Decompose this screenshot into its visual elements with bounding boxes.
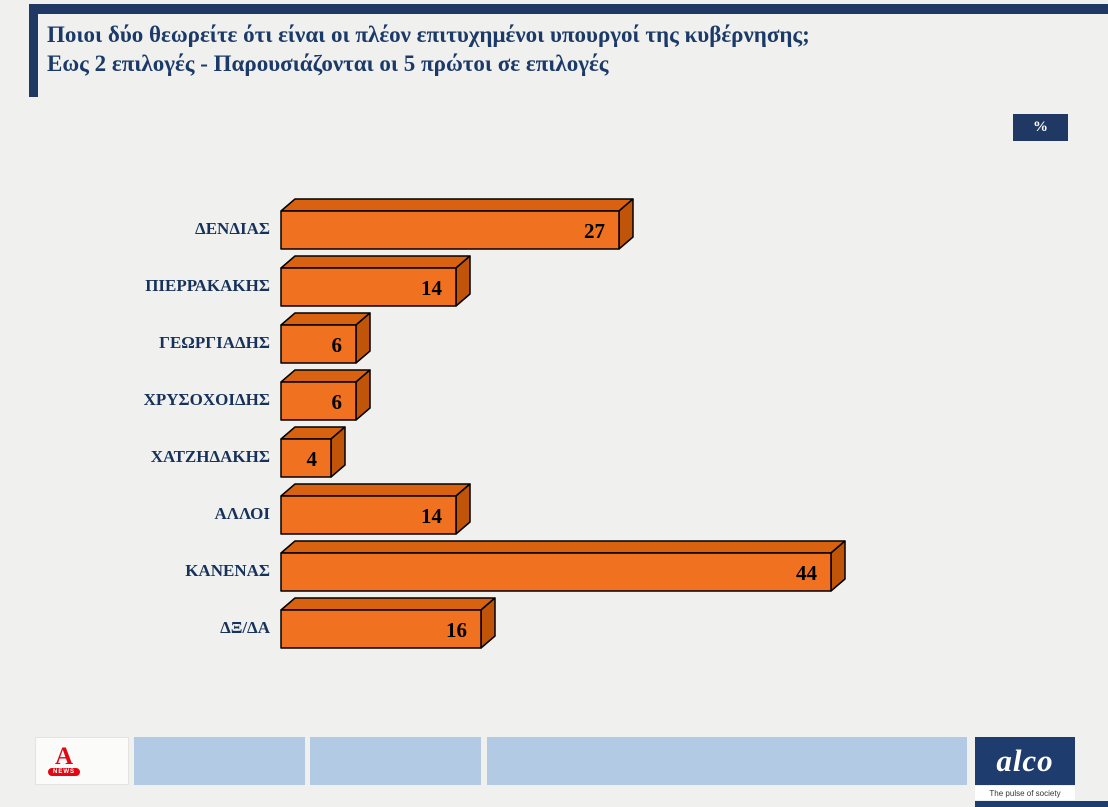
bar-label: ΓΕΩΡΓΙΑΔΗΣ bbox=[159, 333, 270, 352]
footer-alpha-news-box: A NEWS bbox=[35, 737, 129, 785]
bar: 14 bbox=[280, 255, 471, 307]
page-title: Ποιοι δύο θεωρείτε ότι είναι οι πλέον επ… bbox=[47, 20, 1077, 78]
alco-logo: alco bbox=[996, 743, 1054, 778]
chart-row: ΠΙΕΡΡΑΚΑΚΗΣ 14 bbox=[35, 255, 847, 308]
alco-logo-box: alco bbox=[975, 737, 1075, 785]
chart-row: ΑΛΛΟΙ 14 bbox=[35, 483, 847, 536]
bar-label: ΑΛΛΟΙ bbox=[214, 504, 271, 523]
bar-value: 27 bbox=[584, 219, 605, 243]
alpha-logo-news-label: NEWS bbox=[48, 767, 80, 776]
bar-value: 14 bbox=[421, 504, 443, 528]
bar-value: 44 bbox=[796, 561, 818, 585]
unit-badge: % bbox=[1013, 114, 1068, 141]
title-accent-top-bar bbox=[35, 4, 1108, 14]
title-line-1: Ποιοι δύο θεωρείτε ότι είναι οι πλέον επ… bbox=[47, 22, 810, 47]
chart-row: ΧΑΤΖΗΔΑΚΗΣ 4 bbox=[35, 426, 847, 479]
bar-value: 4 bbox=[307, 447, 318, 471]
bar: 6 bbox=[280, 369, 371, 421]
chart-row: ΚΑΝΕΝΑΣ 44 bbox=[35, 540, 847, 593]
title-accent-left-bar bbox=[29, 4, 38, 97]
bar-label: ΧΑΤΖΗΔΑΚΗΣ bbox=[150, 447, 270, 466]
alco-tagline: The pulse of society bbox=[975, 786, 1075, 800]
chart-row: ΧΡΥΣΟΧΟΙΔΗΣ 6 bbox=[35, 369, 847, 422]
bar-value: 16 bbox=[446, 618, 467, 642]
chart-row: ΔΕΝΔΙΑΣ 27 bbox=[35, 198, 847, 251]
bar: 14 bbox=[280, 483, 471, 535]
footer-decorative-bar-2 bbox=[310, 737, 481, 785]
footer-decorative-bar-1 bbox=[134, 737, 305, 785]
chart-row: ΔΞ/ΔΑ 16 bbox=[35, 597, 847, 650]
bar-value: 6 bbox=[332, 390, 343, 414]
bar-label: ΔΕΝΔΙΑΣ bbox=[195, 219, 270, 238]
alpha-logo-letter: A bbox=[54, 742, 74, 770]
bar-label: ΧΡΥΣΟΧΟΙΔΗΣ bbox=[143, 390, 270, 409]
bar-label: ΔΞ/ΔΑ bbox=[220, 618, 270, 637]
title-line-2: Εως 2 επιλογές - Παρουσιάζονται οι 5 πρώ… bbox=[47, 51, 609, 76]
bar: 4 bbox=[280, 426, 346, 478]
chart-row: ΓΕΩΡΓΙΑΔΗΣ 6 bbox=[35, 312, 847, 365]
bar-label: ΠΙΕΡΡΑΚΑΚΗΣ bbox=[145, 276, 270, 295]
bar: 27 bbox=[280, 198, 634, 250]
bar: 16 bbox=[280, 597, 496, 649]
alco-accent-strip bbox=[975, 801, 1108, 807]
bar-value: 6 bbox=[332, 333, 343, 357]
alpha-news-logo: A NEWS bbox=[48, 742, 80, 776]
bar-chart: ΔΕΝΔΙΑΣ 27 ΠΙΕΡΡΑΚΑΚΗΣ 14 ΓΕΩΡΓΙΑΔΗΣ 6 ΧΡΥΣΟΧΟ… bbox=[35, 198, 847, 654]
bar-value: 14 bbox=[421, 276, 443, 300]
footer-decorative-bar-3 bbox=[487, 737, 967, 785]
bar-label: ΚΑΝΕΝΑΣ bbox=[185, 561, 270, 580]
bar: 44 bbox=[280, 540, 846, 592]
bar: 6 bbox=[280, 312, 371, 364]
